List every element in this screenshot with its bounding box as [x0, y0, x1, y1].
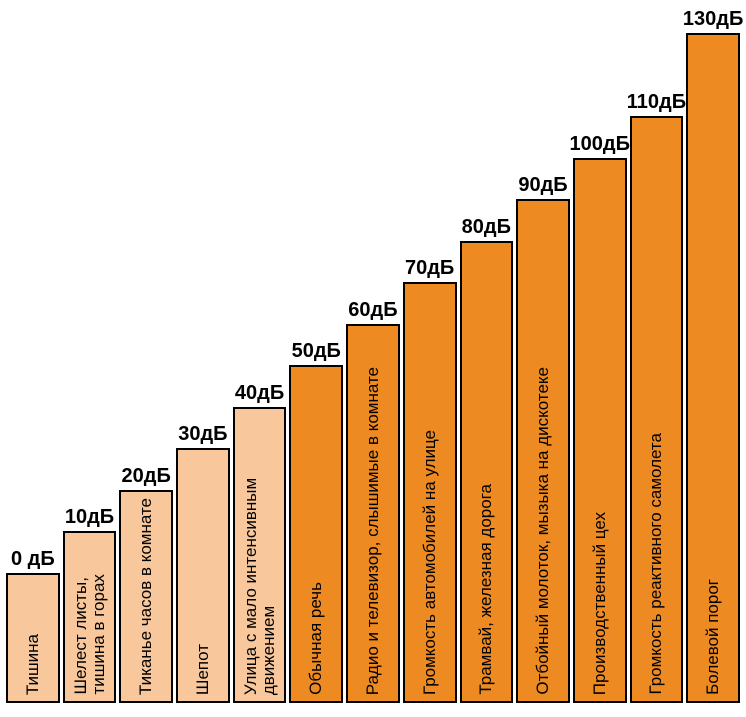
bar-value-label: 90дБ	[518, 174, 567, 197]
bar-value-label: 70дБ	[405, 257, 454, 280]
bar: Шелест листы, тишина в горах	[63, 531, 117, 703]
bar-wrap: 20дБ Тиканье часов в комнате	[119, 465, 173, 703]
bar-value-label: 20дБ	[122, 465, 171, 488]
bar-description-label: Тиканье часов в комнате	[137, 492, 155, 701]
bar-wrap: 10дБ Шелест листы, тишина в горах	[63, 506, 117, 703]
bar: Громкость автомобилей на улице	[403, 282, 457, 703]
bar-value-label: 110дБ	[627, 91, 686, 114]
bar-wrap: 60дБ Радио и телевизор, слышимые в комнат…	[346, 299, 400, 703]
bar-value-label: 40дБ	[235, 382, 284, 405]
bar-wrap: 130дБ Болевой порог	[686, 8, 740, 703]
bar-value-label: 100дБ	[570, 133, 630, 156]
bar-description-label: Улица с мало интенсивным движением	[242, 409, 278, 701]
bar-wrap: 70дБ Громкость автомобилей на улице	[403, 257, 457, 703]
bar: Тишина	[6, 573, 60, 703]
bar-description-label: Громкость реактивного самолета	[647, 427, 665, 701]
bar-wrap: 100дБ Производственный цех	[573, 133, 627, 703]
bar-description-label: Громкость автомобилей на улице	[421, 424, 439, 701]
decibel-staircase-chart: 0 дБ Тишина 10дБ Шелест листы, тишина в гор…	[0, 0, 746, 717]
bar-value-label: 50дБ	[292, 340, 341, 363]
bar-description-label: Производственный цех	[591, 506, 609, 701]
bar: Шепот	[176, 448, 230, 703]
bar-wrap: 0 дБ Тишина	[6, 548, 60, 703]
bar: Улица с мало интенсивным движением	[233, 407, 287, 703]
bar-description-label: Тишина	[24, 628, 42, 701]
bar: Тиканье часов в комнате	[119, 490, 173, 703]
bars-container: 0 дБ Тишина 10дБ Шелест листы, тишина в гор…	[6, 8, 740, 703]
bar: Обычная речь	[289, 365, 343, 703]
bar: Болевой порог	[686, 33, 740, 703]
bar: Трамвай, железная дорога	[460, 241, 514, 703]
bar-description-label: Радио и телевизор, слышимые в комнате	[364, 361, 382, 701]
bar-wrap: 30дБ Шепот	[176, 423, 230, 703]
bar-description-label: Отбойный молоток, мызыка на дискотеке	[534, 361, 552, 701]
bar-value-label: 0 дБ	[11, 548, 55, 571]
bar-description-label: Шелест листы, тишина в горах	[72, 533, 108, 701]
bar: Громкость реактивного самолета	[630, 116, 684, 703]
bar-wrap: 110дБ Громкость реактивного самолета	[630, 91, 684, 703]
bar-wrap: 40дБ Улица с мало интенсивным движением	[233, 382, 287, 703]
bar-value-label: 80дБ	[462, 216, 511, 239]
bar-value-label: 30дБ	[178, 423, 227, 446]
bar: Производственный цех	[573, 158, 627, 703]
bar-description-label: Шепот	[194, 638, 212, 701]
bar-description-label: Обычная речь	[307, 576, 325, 701]
bar-value-label: 60дБ	[348, 299, 397, 322]
bar: Радио и телевизор, слышимые в комнате	[346, 324, 400, 703]
bar-value-label: 10дБ	[65, 506, 114, 529]
bar-value-label: 130дБ	[683, 8, 743, 31]
bar-description-label: Трамвай, железная дорога	[477, 478, 495, 701]
bar: Отбойный молоток, мызыка на дискотеке	[516, 199, 570, 703]
bar-wrap: 80дБ Трамвай, железная дорога	[460, 216, 514, 703]
bar-description-label: Болевой порог	[704, 573, 722, 701]
bar-wrap: 50дБ Обычная речь	[289, 340, 343, 703]
bar-wrap: 90дБ Отбойный молоток, мызыка на дискотек…	[516, 174, 570, 703]
